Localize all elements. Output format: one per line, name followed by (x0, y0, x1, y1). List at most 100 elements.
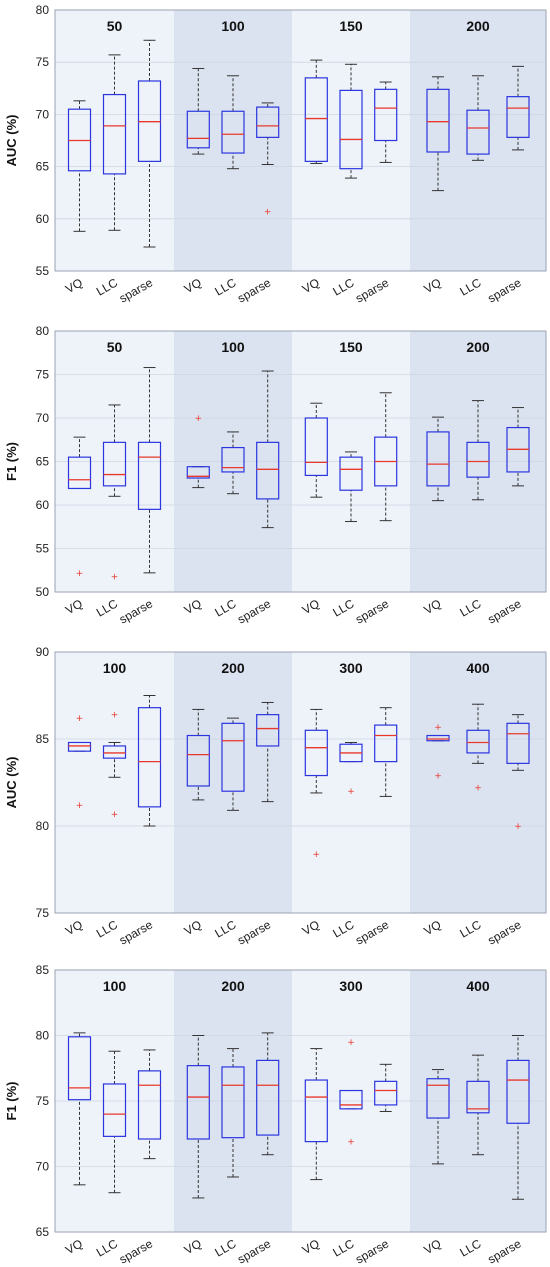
box-400-LLC: + (466, 703, 490, 794)
box-body (304, 77, 328, 162)
x-tick-label: sparse (235, 917, 273, 947)
box-100-LLC (221, 75, 245, 170)
box-body (466, 1080, 490, 1114)
box-body (506, 722, 530, 764)
x-tick-label: sparse (353, 596, 391, 626)
box-100-sparse (256, 370, 280, 529)
group-label: 200 (466, 18, 490, 34)
y-tick-label: 75 (36, 906, 50, 920)
y-tick-label: 65 (36, 1225, 50, 1239)
box-300-LLC: + (339, 741, 363, 797)
plot-frame (54, 651, 547, 914)
x-tick-label: sparse (353, 275, 391, 305)
outlier-point: + (313, 850, 321, 860)
y-tick-label: 50 (36, 585, 50, 599)
box-body (426, 1078, 450, 1119)
outlier-point: + (474, 784, 482, 794)
x-tick-label: sparse (117, 917, 155, 947)
x-tick-label: sparse (485, 917, 523, 947)
y-tick-label: 55 (36, 264, 50, 278)
x-tick-label: LLC (457, 275, 483, 298)
box-body (102, 745, 127, 759)
group-label: 400 (466, 978, 490, 994)
x-tick-label: sparse (235, 275, 273, 305)
box-body (256, 106, 280, 138)
x-tick-label: VQ (182, 917, 204, 938)
box-200-sparse (256, 701, 280, 803)
box-200-LLC (466, 75, 490, 161)
box-50-LLC (102, 54, 127, 231)
x-tick-label: VQ (300, 596, 322, 617)
x-tick-label: VQ (300, 275, 322, 296)
x-tick-label: sparse (485, 275, 523, 305)
x-tick-label: LLC (94, 917, 120, 940)
box-100-LLC (221, 431, 245, 495)
group-label: 400 (466, 660, 490, 676)
box-400-VQ (426, 1069, 450, 1165)
y-tick-label: 80 (36, 819, 50, 833)
group-band (55, 652, 174, 913)
x-tick-label: LLC (94, 596, 120, 619)
group-label: 50 (107, 339, 123, 355)
x-tick-label: LLC (457, 1236, 483, 1259)
box-200-LLC (221, 1048, 245, 1178)
box-100-VQ (67, 1032, 92, 1186)
box-body (466, 109, 490, 155)
y-tick-label: 75 (36, 1094, 50, 1108)
box-body (67, 1036, 92, 1101)
y-tick-label: 85 (36, 963, 50, 977)
box-400-VQ: ++ (426, 723, 450, 782)
box-100-LLC: ++ (102, 711, 127, 820)
box-300-sparse (374, 1063, 398, 1112)
group-label: 300 (339, 660, 363, 676)
y-axis-label: F1 (%) (4, 1082, 19, 1121)
group-band (292, 652, 410, 913)
plot-frame (54, 330, 547, 593)
group-label: 100 (221, 18, 245, 34)
x-tick-label: sparse (485, 1236, 523, 1266)
box-300-sparse (374, 707, 398, 797)
y-tick-label: 65 (36, 160, 50, 174)
box-body (374, 1080, 398, 1106)
x-tick-label: sparse (235, 596, 273, 626)
box-150-VQ (304, 402, 328, 498)
box-200-sparse (506, 407, 530, 487)
box-body (374, 724, 398, 763)
x-tick-label: VQ (182, 275, 204, 296)
box-body (67, 456, 92, 490)
y-tick-label: 80 (36, 1029, 50, 1043)
box-300-LLC: ++ (339, 1038, 363, 1148)
box-400-LLC (466, 1054, 490, 1156)
group-label: 300 (339, 978, 363, 994)
outlier-point: + (347, 1138, 355, 1148)
x-tick-label: VQ (421, 1236, 443, 1257)
outlier-point: + (76, 714, 84, 724)
y-tick-label: 55 (36, 542, 50, 556)
outlier-point: + (434, 772, 442, 782)
group-label: 100 (103, 660, 127, 676)
y-axis-label: F1 (%) (4, 442, 19, 481)
box-150-sparse (374, 392, 398, 522)
box-200-VQ (426, 416, 450, 502)
group-label: 200 (221, 978, 245, 994)
box-100-LLC (102, 1050, 127, 1194)
group-band (174, 10, 292, 271)
box-300-VQ (304, 1048, 328, 1181)
y-tick-label: 70 (36, 107, 50, 121)
box-body (304, 1079, 328, 1143)
x-tick-label: VQ (63, 1236, 85, 1257)
box-50-VQ: + (67, 436, 92, 579)
box-300-VQ: + (304, 708, 328, 860)
outlier-point: + (111, 572, 119, 582)
outlier-point: + (264, 207, 272, 217)
box-body (137, 441, 162, 510)
box-body (102, 1083, 127, 1137)
group-label: 150 (339, 339, 363, 355)
x-tick-label: VQ (182, 596, 204, 617)
box-body (256, 1059, 280, 1136)
x-tick-label: sparse (353, 1236, 391, 1266)
outlier-point: + (347, 1038, 355, 1048)
box-100-sparse (137, 695, 162, 827)
box-150-VQ (304, 59, 328, 164)
